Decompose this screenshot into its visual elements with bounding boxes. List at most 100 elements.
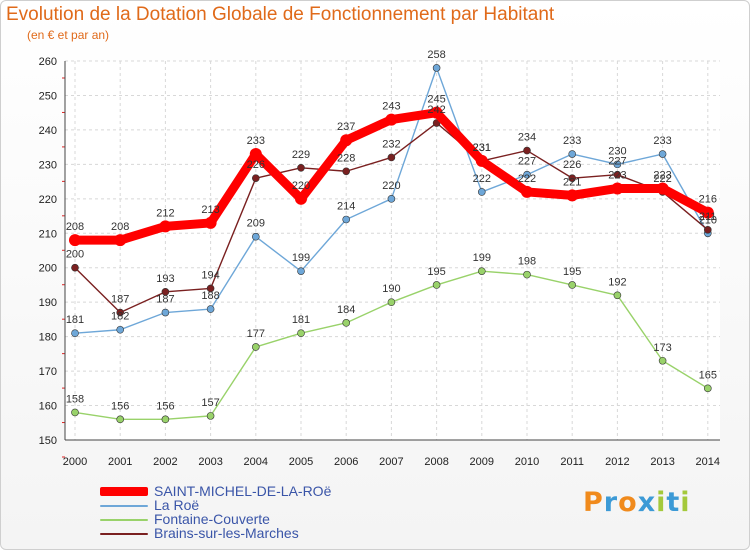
data-point (613, 170, 622, 179)
y-tick-label: 240 (39, 125, 57, 137)
legend-swatch (100, 505, 148, 507)
x-tick-label: 2013 (650, 456, 674, 468)
logo-letter: i (656, 487, 667, 518)
data-label: 231 (473, 142, 491, 154)
data-label: 187 (111, 294, 129, 306)
data-point (568, 281, 577, 289)
legend-swatch (100, 533, 148, 535)
x-tick-label: 2003 (198, 456, 222, 468)
x-tick-label: 2007 (379, 456, 403, 468)
data-point (340, 134, 353, 147)
data-label: 232 (382, 138, 400, 150)
data-label: 233 (247, 135, 265, 147)
data-label: 227 (608, 156, 626, 168)
data-label: 220 (292, 180, 310, 192)
data-point (568, 150, 577, 158)
legend-label: Brains-sur-les-Marches (154, 525, 299, 541)
data-point (342, 167, 351, 176)
data-point (204, 216, 217, 229)
x-tick-label: 2000 (63, 456, 87, 468)
data-label: 210 (699, 214, 717, 226)
data-point (432, 281, 441, 289)
data-point (475, 154, 488, 167)
data-point (566, 189, 579, 202)
data-point (613, 160, 622, 169)
data-label: 156 (156, 400, 174, 412)
y-tick-label: 150 (39, 435, 57, 447)
legend-label: SAINT-MICHEL-DE-LA-ROë (154, 483, 332, 499)
data-point (521, 185, 533, 198)
data-point (116, 415, 124, 424)
data-label: 226 (247, 159, 265, 171)
data-point (611, 182, 624, 195)
data-point (114, 234, 127, 247)
x-tick-label: 2009 (470, 456, 494, 468)
series-la-ro- (71, 64, 712, 337)
data-point (523, 170, 531, 179)
proxiti-logo: Proxiti (583, 487, 691, 518)
data-point (161, 288, 170, 296)
data-label: 220 (382, 180, 400, 192)
data-point (295, 192, 307, 205)
data-label: 233 (563, 135, 581, 147)
x-tick-label: 2006 (334, 456, 358, 468)
data-label: 227 (518, 156, 536, 168)
data-label: 242 (427, 104, 445, 116)
data-label: 177 (247, 328, 265, 340)
x-tick-label: 2008 (424, 456, 448, 468)
data-point (252, 174, 260, 182)
data-label: 226 (563, 159, 581, 171)
data-point (387, 153, 396, 162)
data-label: 258 (427, 49, 445, 61)
data-label: 184 (337, 304, 355, 316)
data-point (432, 64, 441, 72)
data-point (249, 148, 262, 161)
data-point (477, 188, 486, 196)
data-point (297, 267, 305, 275)
data-point (656, 182, 669, 195)
data-point (430, 106, 443, 119)
data-label: 182 (111, 311, 129, 323)
data-point (701, 206, 714, 219)
data-label: 245 (427, 94, 445, 106)
data-point (613, 291, 622, 300)
data-label: 195 (427, 266, 445, 278)
y-tick-label: 220 (39, 194, 57, 206)
data-point (658, 356, 667, 365)
logo-letter: x (637, 487, 657, 518)
data-label: 208 (111, 221, 129, 233)
x-tick-label: 2002 (153, 456, 177, 468)
data-point (703, 384, 712, 393)
logo-letter: t (666, 487, 681, 518)
x-tick-label: 2011 (560, 456, 584, 468)
data-label: 208 (66, 221, 84, 233)
data-label: 194 (201, 269, 219, 281)
logo-letter: i (680, 487, 691, 518)
y-tick-label: 210 (39, 228, 57, 240)
x-tick-label: 2012 (605, 456, 629, 468)
logo-letter: o (618, 487, 638, 518)
data-label: 231 (473, 142, 491, 154)
data-point (71, 329, 79, 337)
data-label: 221 (563, 176, 581, 188)
data-point (432, 119, 441, 127)
legend-label: Fontaine-Couverte (154, 511, 270, 527)
data-label: 157 (201, 397, 219, 409)
data-label: 187 (156, 294, 174, 306)
data-label: 213 (201, 204, 219, 216)
y-tick-label: 190 (39, 297, 57, 309)
data-label: 228 (337, 152, 355, 164)
data-label: 195 (563, 266, 581, 278)
data-point (342, 319, 351, 327)
data-label: 223 (653, 169, 671, 181)
chart-title: Evolution de la Dotation Globale de Fonc… (6, 4, 555, 25)
data-label: 181 (292, 314, 310, 326)
data-point (342, 215, 351, 224)
legend-swatch (100, 487, 148, 496)
data-label: 158 (66, 393, 84, 405)
legend-swatch (100, 519, 148, 521)
data-point (71, 408, 79, 417)
data-point (477, 267, 486, 275)
x-tick-label: 2005 (289, 456, 313, 468)
